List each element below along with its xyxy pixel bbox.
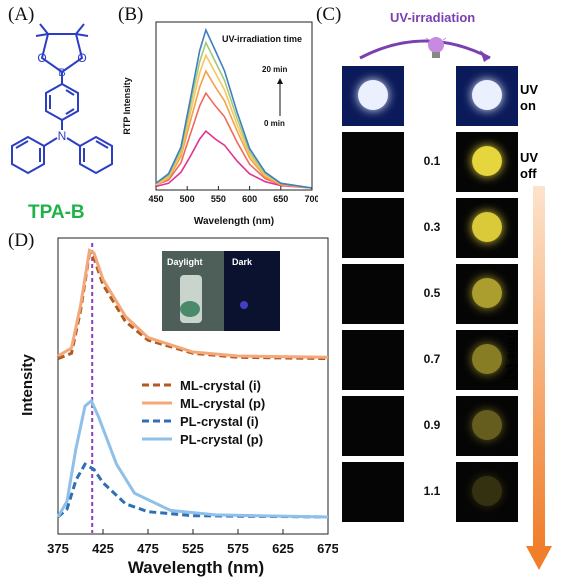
d-legend-label-1: ML-crystal (p) bbox=[180, 396, 265, 411]
photo-cell-left-2 bbox=[342, 198, 404, 258]
crystal-sample bbox=[472, 410, 502, 440]
b-xlabel: Wavelength (nm) bbox=[194, 216, 274, 227]
b-xtick-label-0: 450 bbox=[148, 194, 163, 204]
photo-cell-right-4 bbox=[456, 330, 518, 390]
photo-cell-left-6 bbox=[342, 462, 404, 522]
d-xtick-label-2: 475 bbox=[137, 541, 159, 556]
photo-cell-right-2 bbox=[456, 198, 518, 258]
b-xtick-label-4: 650 bbox=[273, 194, 288, 204]
uv-off-word-1: UV bbox=[520, 150, 539, 165]
photo-cell-right-6 bbox=[456, 462, 518, 522]
d-legend-label-2: PL-crystal (i) bbox=[180, 414, 259, 429]
d-xtick-label-0: 375 bbox=[47, 541, 69, 556]
svg-text:O: O bbox=[77, 51, 86, 65]
uv-off-word-2: off bbox=[520, 166, 537, 181]
d-xtick-label-1: 425 bbox=[92, 541, 114, 556]
crystal-sample bbox=[472, 344, 502, 374]
crystal-sample bbox=[472, 212, 502, 242]
uv-off-label: UV off bbox=[520, 150, 538, 182]
time-label-1: 0.1 bbox=[423, 154, 441, 168]
b-xtick-label-2: 550 bbox=[211, 194, 226, 204]
photo-cell-left-3 bbox=[342, 264, 404, 324]
panel-label-d: (D) bbox=[8, 230, 35, 251]
svg-text:N: N bbox=[58, 129, 67, 143]
d-xtick-label-3: 525 bbox=[182, 541, 204, 556]
lightbulb-icon bbox=[425, 37, 447, 58]
b-ylabel: RTP Intensity bbox=[122, 77, 132, 134]
crystal-sample bbox=[472, 278, 502, 308]
crystal-sample bbox=[472, 146, 502, 176]
time-arrow-head bbox=[277, 78, 283, 84]
d-legend-label-0: ML-crystal (i) bbox=[180, 378, 261, 393]
uv-arrow-diagram bbox=[359, 39, 491, 62]
uv-on-word-1: UV bbox=[520, 82, 539, 97]
d-xtick-label-5: 625 bbox=[272, 541, 294, 556]
crystal-sample bbox=[472, 476, 502, 506]
svg-text:B: B bbox=[58, 67, 65, 79]
d-series-line-1 bbox=[57, 248, 329, 359]
d-xtick-label-6: 675 bbox=[317, 541, 338, 556]
time-arrow-bar bbox=[526, 186, 552, 570]
time-label-3: 0.5 bbox=[423, 286, 441, 300]
rtp-spectra-chart: 450 500 550 600 650 700 RTP Intensity Wavelen… bbox=[122, 21, 318, 227]
uv-irradiation-header: UV-irradiation bbox=[390, 10, 476, 25]
time-label-4: 0.7 bbox=[423, 352, 441, 366]
photo-cell-left-5 bbox=[342, 396, 404, 456]
b-series-line-4 bbox=[155, 40, 313, 189]
photo-cell-left-0 bbox=[342, 66, 404, 126]
d-ylabel: Intensity bbox=[19, 354, 36, 416]
d-legend-label-3: PL-crystal (p) bbox=[180, 432, 263, 447]
time-label-2: 0.3 bbox=[423, 220, 441, 234]
ml-pl-spectra-chart: 375 425 475 525 575 625 675 Intensity Waveleng… bbox=[19, 237, 338, 577]
uv-on-word-2: on bbox=[520, 98, 536, 113]
b-series-line-3 bbox=[155, 53, 313, 189]
time-label-6: 1.1 bbox=[423, 484, 441, 498]
tpa-b-structure: O O B N bbox=[11, 23, 113, 175]
inset-photo: Daylight Dark bbox=[162, 251, 280, 331]
photo-cell-right-0 bbox=[456, 66, 518, 126]
panel-label-b: (B) bbox=[118, 4, 144, 25]
panel-label-c: (C) bbox=[316, 4, 342, 25]
b-series-line-5 bbox=[155, 27, 313, 189]
molecule-name: TPA-B bbox=[28, 202, 85, 223]
svg-text:O: O bbox=[37, 51, 46, 65]
uv-on-label: UV on bbox=[520, 82, 538, 114]
photo-cell-left-4 bbox=[342, 330, 404, 390]
crystal-sample bbox=[472, 80, 502, 110]
d-xtick-label-4: 575 bbox=[227, 541, 249, 556]
photo-cell-right-3 bbox=[456, 264, 518, 324]
b-xtick-label-1: 500 bbox=[180, 194, 195, 204]
d-series-line-3 bbox=[56, 398, 329, 519]
d-series-line-2 bbox=[57, 462, 329, 519]
photo-cell-right-1 bbox=[456, 132, 518, 192]
b-series-line-2 bbox=[155, 69, 313, 189]
time-label-5: 0.9 bbox=[423, 418, 441, 432]
b-annotation-bottom: 0 min bbox=[264, 119, 285, 128]
photo-cell-left-1 bbox=[342, 132, 404, 192]
inset-daylight-label: Daylight bbox=[167, 257, 203, 267]
inset-dark-label: Dark bbox=[232, 257, 253, 267]
b-annotation-title: UV-irradiation time bbox=[222, 34, 302, 44]
b-annotation-top: 20 min bbox=[262, 65, 287, 74]
b-xtick-label-3: 600 bbox=[242, 194, 257, 204]
photo-cell-right-5 bbox=[456, 396, 518, 456]
b-series-line-1 bbox=[155, 91, 313, 189]
d-xlabel: Wavelength (nm) bbox=[128, 558, 264, 577]
b-xtick-label-5: 700 bbox=[304, 194, 318, 204]
time-axis-label: Time (s) bbox=[505, 330, 520, 380]
crystal-sample bbox=[358, 80, 388, 110]
panel-label-a: (A) bbox=[8, 4, 35, 25]
b-series-line-0 bbox=[155, 129, 313, 189]
